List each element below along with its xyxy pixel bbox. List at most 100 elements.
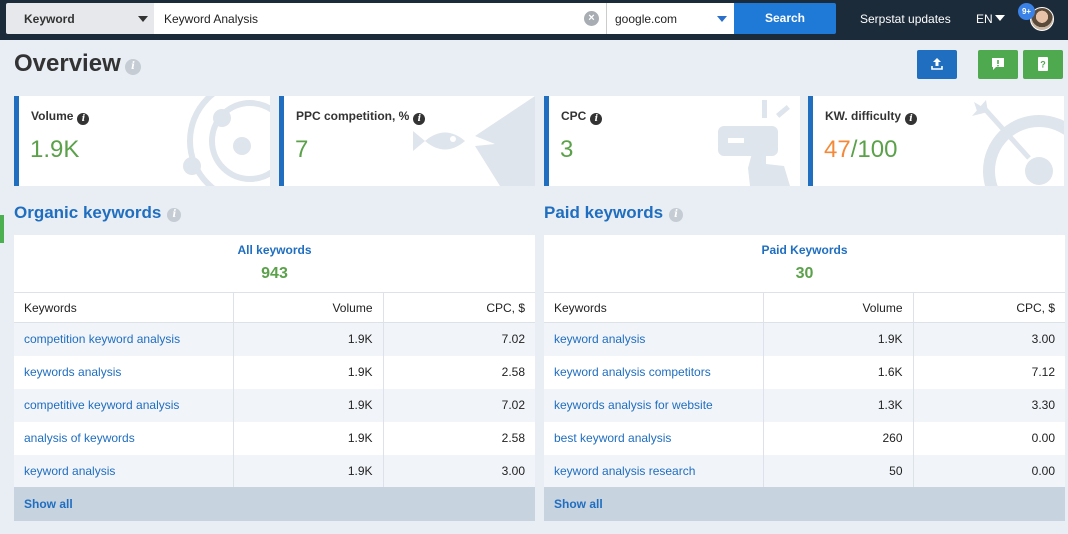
volume-cell: 1.9K [232, 355, 383, 389]
clear-icon[interactable]: × [584, 11, 599, 26]
all-keywords-count: 943 [261, 265, 288, 282]
column-header[interactable]: Volume [232, 292, 383, 323]
paid-keywords-table: Keywords Volume CPC, $ keyword analysis … [544, 292, 1065, 488]
feedback-icon [992, 58, 1004, 70]
info-icon[interactable]: i [125, 59, 141, 75]
keyword-difficulty-card: KW. difficulty i 47/100 [808, 96, 1064, 186]
info-icon[interactable]: i [905, 113, 917, 125]
paid-keywords-link[interactable]: Paid Keywords [761, 243, 848, 257]
volume-cell: 1.9K [232, 388, 383, 422]
column-header[interactable]: Volume [762, 292, 913, 323]
metric-label: Volume i [31, 109, 90, 125]
paid-keywords-count: 30 [795, 265, 814, 282]
cpc-cell: 0.00 [912, 454, 1065, 488]
cpc-cell: 7.12 [912, 355, 1065, 389]
chevron-down-icon [138, 16, 148, 22]
left-accent-bar [0, 215, 4, 243]
column-header[interactable]: Keywords [14, 292, 233, 323]
table-row: keyword analysis research 50 0.00 [544, 454, 1065, 488]
export-button[interactable] [917, 50, 957, 79]
search-engine-label: google.com [615, 12, 678, 26]
all-keywords-link[interactable]: All keywords [237, 243, 312, 257]
chevron-down-icon [994, 15, 1005, 21]
language-label: EN [976, 12, 993, 26]
keyword-link[interactable]: competition keyword analysis [14, 322, 233, 356]
chevron-down-icon [717, 16, 727, 22]
search-input[interactable] [154, 3, 606, 34]
cpc-cell: 3.00 [382, 454, 535, 488]
page-title: Overview [14, 50, 121, 77]
volume-cell: 1.6K [762, 355, 913, 389]
info-icon[interactable]: i [167, 208, 182, 222]
keyword-link[interactable]: keyword analysis [544, 322, 763, 356]
feedback-button[interactable] [978, 50, 1018, 79]
info-icon[interactable]: i [77, 113, 90, 125]
metric-value: 7 [295, 136, 309, 163]
search-type-label: Keyword [24, 12, 75, 26]
table-row: keyword analysis 1.9K 3.00 [14, 454, 535, 488]
cpc-card: CPC i 3 [544, 96, 800, 186]
keyword-link[interactable]: keyword analysis [14, 454, 233, 488]
metric-value: 1.9K [30, 136, 80, 163]
table-row: keywords analysis 1.9K 2.58 [14, 355, 535, 389]
cpc-cell: 3.00 [912, 322, 1065, 356]
info-icon[interactable]: i [590, 113, 603, 125]
metric-label: CPC i [561, 109, 603, 125]
keyword-link[interactable]: keyword analysis research [544, 454, 763, 488]
table-row: competition keyword analysis 1.9K 7.02 [14, 322, 535, 356]
volume-cell: 260 [762, 421, 913, 455]
volume-cell: 1.9K [762, 322, 913, 356]
serpstat-updates-link[interactable]: Serpstat updates [860, 12, 951, 26]
info-icon[interactable]: i [669, 208, 684, 222]
table-row: competitive keyword analysis 1.9K 7.02 [14, 388, 535, 422]
volume-cell: 50 [762, 454, 913, 488]
search-engine-dropdown[interactable]: google.com [606, 3, 734, 34]
search-button[interactable]: Search [734, 3, 836, 34]
cpc-cell: 2.58 [382, 355, 535, 389]
cpc-cell: 3.30 [912, 388, 1065, 422]
volume-cell: 1.9K [232, 421, 383, 455]
metric-label: KW. difficulty i [825, 109, 917, 125]
click-hand-icon [718, 100, 790, 186]
keyword-link[interactable]: competitive keyword analysis [14, 388, 233, 422]
cpc-cell: 2.58 [382, 421, 535, 455]
table-row: keyword analysis competitors 1.6K 7.12 [544, 355, 1065, 389]
table-row: keyword analysis 1.9K 3.00 [544, 322, 1065, 356]
keyword-link[interactable]: analysis of keywords [24, 431, 135, 445]
keyword-link[interactable]: keyword analysis competitors [554, 365, 711, 379]
volume-cell: 1.3K [762, 388, 913, 422]
language-selector[interactable]: EN [976, 12, 1005, 26]
metric-value: 3 [560, 136, 574, 163]
organic-keywords-title: Organic keywords i [14, 203, 182, 223]
cpc-cell: 0.00 [912, 421, 1065, 455]
info-icon[interactable]: i [413, 113, 426, 125]
fish-icon [413, 96, 535, 186]
column-header[interactable]: CPC, $ [912, 292, 1065, 323]
keyword-link[interactable]: best keyword analysis [554, 431, 672, 445]
column-header[interactable]: Keywords [544, 292, 763, 323]
svg-text:?: ? [1040, 60, 1046, 70]
show-all-button[interactable]: Show all [14, 487, 535, 521]
paid-keywords-panel: Paid Keywords 30 Keywords Volume CPC, $ … [544, 235, 1065, 521]
table-row: best keyword analysis 260 0.00 [544, 421, 1065, 455]
metric-label: PPC competition, % i [296, 109, 426, 125]
upload-icon [931, 58, 943, 70]
target-circles-icon [183, 96, 270, 186]
keyword-link[interactable]: keywords analysis [24, 365, 122, 379]
paid-keywords-title: Paid keywords i [544, 203, 684, 223]
table-row: keywords analysis for website 1.3K 3.30 [544, 388, 1065, 422]
notification-badge[interactable]: 9+ [1018, 3, 1035, 20]
top-bar: Keyword × google.com Search Serpstat upd… [0, 0, 1068, 40]
search-type-dropdown[interactable]: Keyword [6, 3, 154, 34]
volume-card: Volume i 1.9K [14, 96, 270, 186]
column-header[interactable]: CPC, $ [382, 292, 535, 323]
volume-cell: 1.9K [232, 454, 383, 488]
arrow-target-icon [972, 100, 1064, 186]
cpc-cell: 7.02 [382, 322, 535, 356]
ppc-competition-card: PPC competition, % i 7 [279, 96, 535, 186]
keyword-link[interactable]: keywords analysis for website [544, 388, 763, 422]
organic-keywords-table: Keywords Volume CPC, $ competition keywo… [14, 292, 535, 488]
metric-value: 47/100 [824, 136, 898, 163]
show-all-button[interactable]: Show all [544, 487, 1065, 521]
help-button[interactable]: ? [1023, 50, 1063, 79]
